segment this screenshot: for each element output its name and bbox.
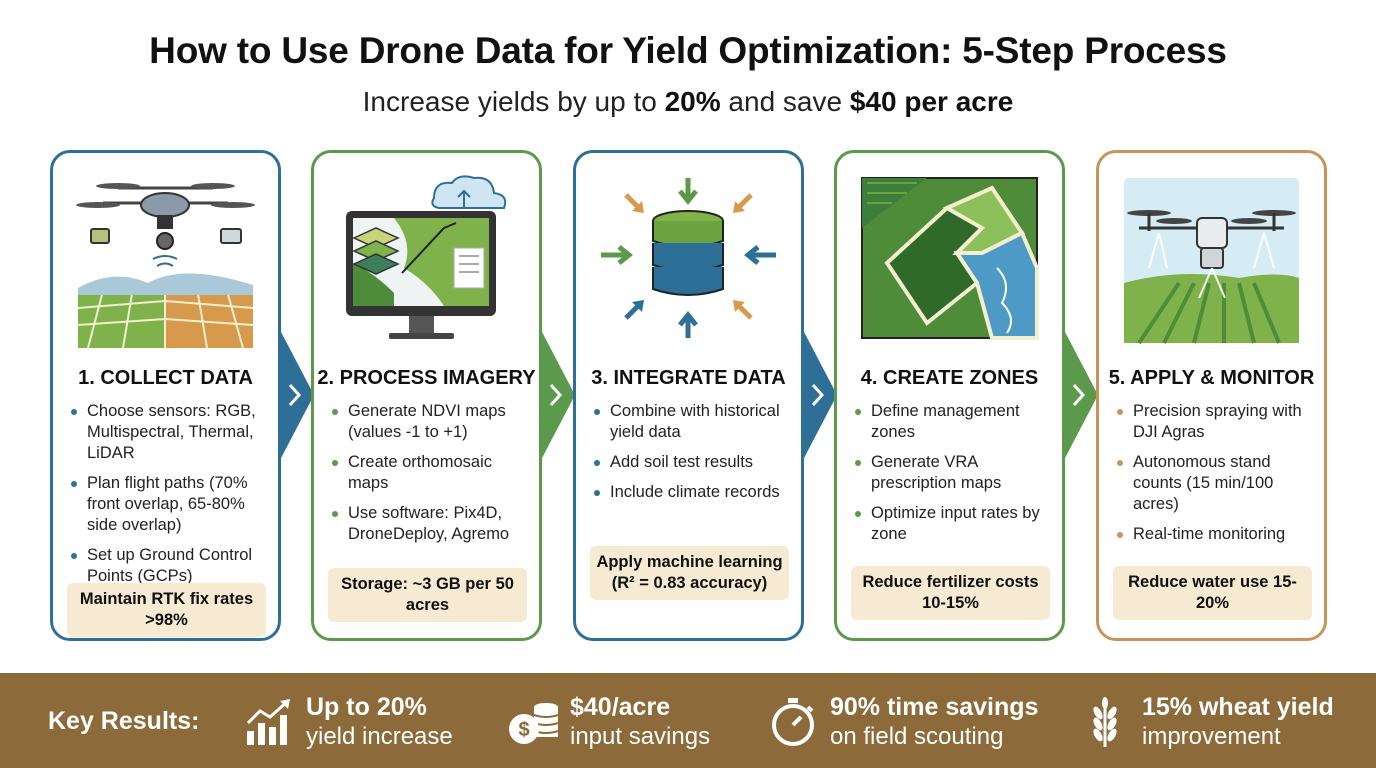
result-main: Up to 20% [306,693,427,721]
page-subtitle: Increase yields by up to 20% and save $4… [0,86,1376,118]
subtitle-highlight-savings: $40 per acre [849,86,1014,117]
step-bullets: Generate NDVI maps (values -1 to +1) Cre… [330,401,535,554]
database-icon [601,178,776,338]
subtitle-prefix: Increase yields by up to [362,86,665,117]
step-callout: Storage: ~3 GB per 50 acres [328,568,527,622]
result-sub: yield increase [306,723,453,750]
result-main: 90% time savings [830,693,1039,721]
drone-survey-icon [76,183,255,348]
zone-map-icon [861,177,1039,340]
step-callout: Apply machine learning (R² = 0.83 accura… [590,546,789,600]
chevron-right-icon [1064,330,1098,460]
result-sub: on field scouting [830,723,1004,750]
step-title: 5. APPLY & MONITOR [1108,367,1315,389]
step-title: 4. CREATE ZONES [860,367,1039,389]
step-bullets: Combine with historical yield data Add s… [592,401,797,512]
result-sub: input savings [570,723,711,750]
key-results-bar: Key Results: Up to 20% yield increase $ … [0,673,1376,768]
subtitle-highlight-yield: 20% [664,86,721,117]
list-item: Generate VRA prescription maps [853,452,1058,494]
step-card-process-imagery: 2. PROCESS IMAGERY Generate NDVI maps (v… [311,150,542,641]
svg-text:$: $ [518,719,529,741]
step-callout: Reduce fertilizer costs 10-15% [851,566,1050,620]
list-item: Define management zones [853,401,1058,443]
coins-icon: $ [509,703,559,744]
result-main: $40/acre [570,693,671,721]
step-card-collect-data: 1. COLLECT DATA Choose sensors: RGB, Mul… [50,150,281,641]
list-item: Create orthomosaic maps [330,452,535,494]
step-bullets: Define management zones Generate VRA pre… [853,401,1058,554]
spray-drone-icon [1124,178,1299,345]
step-callout: Maintain RTK fix rates >98% [67,583,266,637]
step-bullets: Precision spraying with DJI Agras Autono… [1115,401,1320,554]
step-callout: Reduce water use 15-20% [1113,566,1312,620]
step-title: 1. COLLECT DATA [78,367,253,389]
wheat-icon [1093,697,1117,747]
list-item: Optimize input rates by zone [853,503,1058,545]
step-title: 2. PROCESS IMAGERY [317,367,536,389]
result-time: 90% time savings on field scouting [768,691,1048,751]
list-item: Autonomous stand counts (15 min/100 acre… [1115,452,1320,515]
key-results-label: Key Results: [48,707,200,735]
subtitle-middle: and save [720,86,850,117]
chevron-right-icon [541,330,575,460]
result-yield: Up to 20% yield increase [244,691,474,751]
chevron-right-icon [280,330,314,460]
chevron-right-icon [803,330,837,460]
list-item: Real-time monitoring [1115,524,1320,545]
list-item: Combine with historical yield data [592,401,797,443]
step-bullets: Choose sensors: RGB, Multispectral, Ther… [69,401,274,596]
monitor-cloud-icon [346,175,507,339]
result-main: 15% wheat yield [1142,693,1334,721]
step-card-create-zones: 4. CREATE ZONES Define management zones … [834,150,1065,641]
list-item: Plan flight paths (70% front overlap, 65… [69,473,274,536]
list-item: Choose sensors: RGB, Multispectral, Ther… [69,401,274,464]
list-item: Set up Ground Control Points (GCPs) [69,545,274,587]
result-savings: $ $40/acre input savings [508,691,738,751]
list-item: Add soil test results [592,452,797,473]
list-item: Precision spraying with DJI Agras [1115,401,1320,443]
list-item: Use software: Pix4D, DroneDeploy, Agremo [330,503,535,545]
list-item: Generate NDVI maps (values -1 to +1) [330,401,535,443]
list-item: Include climate records [592,482,797,503]
result-sub: improvement [1142,723,1281,750]
step-card-apply-monitor: 5. APPLY & MONITOR Precision spraying wi… [1096,150,1327,641]
stopwatch-icon [772,698,814,746]
page-title: How to Use Drone Data for Yield Optimiza… [149,30,1227,71]
step-card-integrate-data: 3. INTEGRATE DATA Combine with historica… [573,150,804,641]
step-title: 3. INTEGRATE DATA [591,367,786,389]
growth-chart-icon [246,699,290,745]
result-wheat: 15% wheat yield improvement [1080,691,1350,751]
